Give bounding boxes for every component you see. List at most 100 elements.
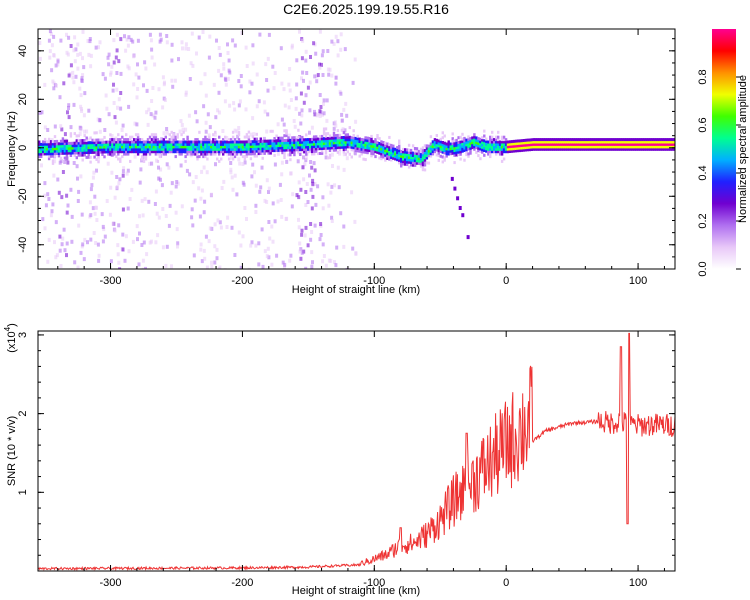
spectrogram-ridge-cell	[459, 140, 462, 144]
spectrogram-ridge-cell	[320, 147, 324, 150]
spectrogram-ridge-cell	[111, 142, 114, 146]
spectrogram-ridge-cell	[269, 151, 272, 155]
spectrogram-ridge-cell	[204, 155, 207, 159]
spectrogram-noise-cell	[263, 249, 267, 254]
spectrogram-ridge-cell	[227, 147, 231, 151]
spectrogram-ridge-cell	[497, 130, 500, 134]
spectrogram-ridge-cell	[152, 150, 156, 154]
spectrogram-ridge-cell	[586, 142, 589, 146]
spectrogram-ridge-cell	[198, 142, 201, 146]
spectrogram-noise-cell	[289, 171, 293, 176]
spectrogram-noise-cell	[261, 264, 265, 269]
spectrogram-ridge-cell	[578, 145, 581, 149]
spectrogram-ridge-cell	[121, 135, 124, 139]
spectrogram-ridge-cell	[431, 145, 435, 149]
spectrogram-noise-cell	[126, 64, 130, 69]
spectrogram-ridge-cell	[338, 141, 342, 145]
spectrogram-ridge-cell	[392, 154, 395, 158]
spectrogram-ridge-cell	[245, 145, 249, 149]
spectrogram-noise-cell	[83, 129, 86, 134]
spectrogram-ridge-cell	[97, 145, 100, 149]
spectrogram-ridge-cell	[208, 147, 211, 151]
spectrogram-ridge-cell	[225, 147, 229, 151]
spectrogram-ridge-cell	[441, 148, 444, 152]
spectrogram-ridge-cell	[267, 142, 270, 145]
spectrogram-ridge-cell	[241, 150, 245, 154]
spectrogram-noise-cell	[244, 107, 248, 112]
spectrogram-ridge-cell	[253, 137, 256, 141]
spectrogram-ridge-cell	[481, 148, 484, 152]
spectrogram-noise-cell	[126, 43, 130, 48]
spectrogram-ridge-cell	[374, 138, 377, 142]
spectrogram-ridge-cell	[109, 152, 112, 156]
spectrogram-noise-cell	[300, 228, 304, 233]
spectrogram-ridge-cell	[526, 145, 529, 149]
spectrogram-noise-cell	[214, 115, 218, 120]
spectrogram-ridge-cell	[133, 140, 136, 144]
spectrogram-noise-cell	[48, 29, 52, 34]
spectrogram-noise-cell	[78, 86, 82, 91]
spectrogram-ridge-cell	[358, 147, 361, 151]
spectrogram-noise-cell	[237, 230, 241, 235]
spectrogram-ridge-cell	[42, 147, 45, 151]
spectrogram-ridge-cell	[439, 137, 442, 141]
spectrogram-noise-cell	[243, 160, 247, 165]
spectrogram-ridge-cell	[419, 157, 423, 161]
spectrogram-tail-cell	[458, 206, 462, 210]
spectrogram-noise-cell	[38, 110, 42, 115]
spectrogram-ridge-cell	[259, 144, 262, 148]
spectrogram-ridge-cell	[239, 147, 243, 151]
spectrogram-noise-cell	[266, 246, 270, 251]
spectrogram-ridge-cell	[287, 138, 290, 142]
spectrogram-noise-cell	[67, 115, 71, 120]
spectrogram-ridge-cell	[194, 142, 197, 146]
spectrogram-ridge-cell	[61, 144, 65, 148]
spectrogram-ridge-cell	[320, 142, 324, 146]
spectrogram-ridge-cell	[362, 140, 365, 144]
spectrogram-noise-cell	[168, 203, 172, 208]
spectrogram-ridge-cell	[649, 145, 652, 149]
spectrogram-ridge-cell	[174, 142, 177, 146]
spectrogram-ridge-cell	[164, 142, 167, 146]
spectrogram-noise-cell	[237, 103, 241, 108]
spectrogram-ridge-cell	[435, 138, 438, 142]
spectrogram-ridge-cell	[657, 147, 660, 151]
spectrogram-ridge-cell	[277, 141, 280, 145]
spectrogram-ridge-cell	[530, 145, 533, 149]
spectrogram-ridge-cell	[281, 141, 284, 145]
spectrogram-ridge-cell	[97, 138, 100, 142]
spectrogram-noise-cell	[115, 87, 119, 92]
spectrogram-ridge-cell	[374, 140, 377, 144]
spectrogram-noise-cell	[141, 267, 145, 269]
spectrogram-ridge-cell	[67, 141, 71, 145]
spectrogram-ridge-cell	[305, 150, 308, 154]
spectrogram-noise-cell	[216, 108, 220, 113]
spectrogram-ridge-cell	[356, 144, 359, 148]
spectrogram-ridge-cell	[324, 134, 328, 138]
spectrogram-ridge-cell	[287, 153, 290, 157]
spectrogram-noise-cell	[78, 131, 82, 136]
spectrogram-ridge-cell	[49, 145, 53, 148]
spectrogram-noise-cell	[327, 72, 331, 77]
spectrogram-ridge-cell	[500, 147, 504, 151]
spectrogram-ridge-cell	[518, 146, 522, 150]
spectrogram-noise-cell	[86, 39, 90, 43]
spectrogram-ridge-cell	[174, 155, 177, 159]
spectrogram-ridge-cell	[417, 154, 421, 158]
spectrogram-ridge-cell	[107, 143, 110, 146]
spectrogram-ridge-cell	[291, 143, 294, 147]
spectrogram-noise-cell	[266, 88, 270, 93]
spectrogram-ridge-cell	[73, 146, 76, 150]
spectrogram-ridge-cell	[146, 142, 150, 146]
spectrogram-ridge-cell	[409, 158, 413, 162]
spectrogram-ridge-cell	[671, 140, 674, 144]
spectrogram-ridge-cell	[330, 141, 334, 145]
spectrogram-ridge-cell	[475, 146, 478, 150]
spectrogram-ridge-cell	[441, 160, 444, 164]
spectrogram-ridge-cell	[421, 163, 425, 167]
spectrogram-noise-cell	[114, 55, 118, 60]
spectrogram-ridge-cell	[101, 140, 104, 144]
spectrogram-noise-cell	[229, 161, 233, 165]
spectrogram-ridge-cell	[324, 151, 328, 155]
